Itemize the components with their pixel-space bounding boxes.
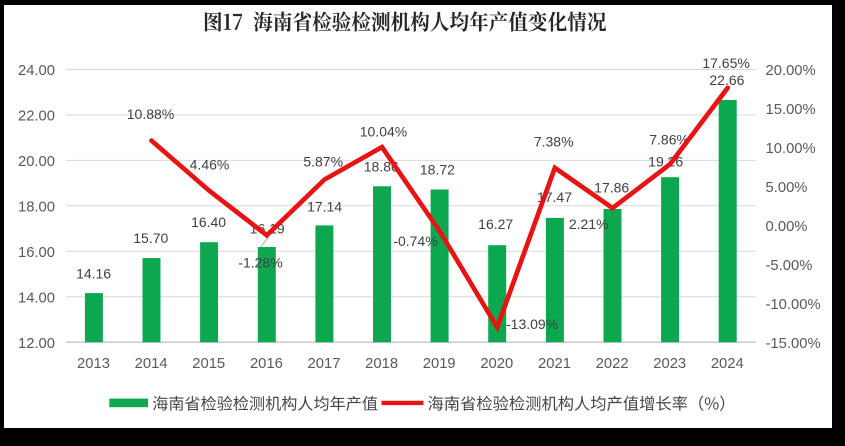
svg-text:2.21%: 2.21% (569, 216, 609, 232)
svg-text:2021: 2021 (538, 356, 571, 372)
svg-text:-10.00%: -10.00% (766, 297, 821, 313)
svg-text:22.00: 22.00 (18, 109, 55, 125)
svg-text:2024: 2024 (711, 356, 744, 372)
svg-text:22.66: 22.66 (709, 72, 744, 88)
svg-text:2019: 2019 (423, 356, 456, 372)
svg-text:2013: 2013 (77, 356, 110, 372)
svg-text:-15.00%: -15.00% (766, 336, 821, 352)
svg-text:10.00%: 10.00% (766, 141, 816, 157)
svg-text:2015: 2015 (192, 356, 225, 372)
svg-text:7.38%: 7.38% (534, 133, 574, 149)
svg-text:20.00: 20.00 (18, 154, 55, 170)
svg-text:-0.74%: -0.74% (393, 233, 437, 249)
svg-text:5.87%: 5.87% (303, 154, 343, 170)
svg-text:2014: 2014 (135, 356, 168, 372)
svg-text:18.00: 18.00 (18, 200, 55, 216)
svg-text:2017: 2017 (308, 356, 341, 372)
svg-text:10.88%: 10.88% (127, 106, 174, 122)
svg-text:2022: 2022 (596, 356, 629, 372)
svg-text:10.04%: 10.04% (360, 124, 407, 140)
svg-text:5.00%: 5.00% (766, 180, 808, 196)
svg-text:17.14: 17.14 (307, 198, 342, 214)
svg-text:2018: 2018 (365, 356, 398, 372)
svg-text:-5.00%: -5.00% (766, 258, 813, 274)
svg-text:15.00%: 15.00% (766, 102, 816, 118)
svg-text:20.00%: 20.00% (766, 63, 816, 79)
svg-text:16.40: 16.40 (191, 214, 226, 230)
svg-text:24.00: 24.00 (18, 63, 55, 79)
svg-text:17.65%: 17.65% (702, 55, 749, 71)
svg-text:15.70: 15.70 (133, 230, 168, 246)
svg-text:-13.09%: -13.09% (506, 316, 558, 332)
svg-text:2020: 2020 (480, 356, 513, 372)
svg-text:18.72: 18.72 (420, 161, 455, 177)
svg-text:16.27: 16.27 (478, 216, 513, 232)
svg-text:7.86%: 7.86% (649, 132, 689, 148)
svg-text:14.16: 14.16 (76, 266, 111, 282)
svg-text:2016: 2016 (250, 356, 283, 372)
svg-text:14.00: 14.00 (18, 290, 55, 306)
svg-text:17.86: 17.86 (594, 180, 629, 196)
svg-text:12.00: 12.00 (18, 336, 55, 352)
svg-text:0.00%: 0.00% (766, 219, 808, 235)
svg-text:16.00: 16.00 (18, 245, 55, 261)
svg-text:-1.28%: -1.28% (238, 254, 282, 270)
svg-text:4.46%: 4.46% (190, 157, 230, 173)
svg-text:2023: 2023 (653, 356, 686, 372)
